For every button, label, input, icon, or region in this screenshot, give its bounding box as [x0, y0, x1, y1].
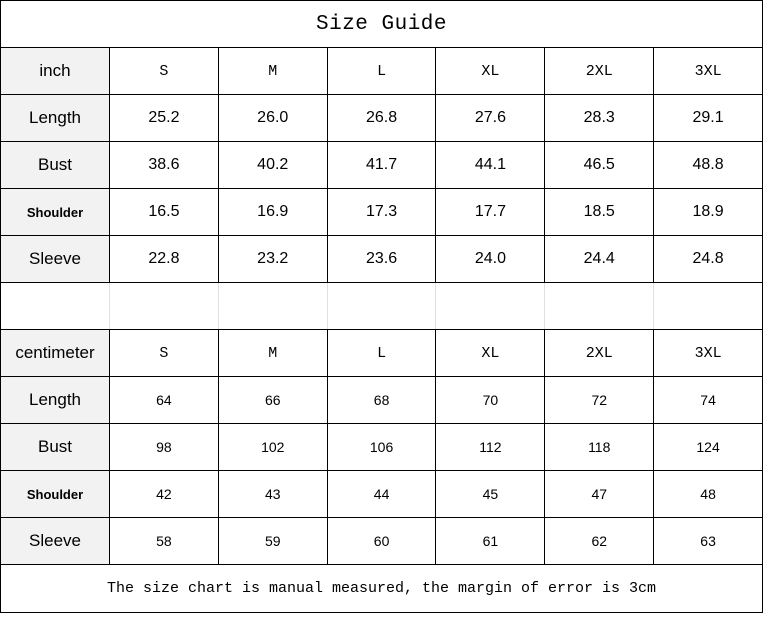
measurement-cell: 118	[544, 423, 655, 471]
table-row-bust: Bust 38.6 40.2 41.7 44.1 46.5 48.8	[0, 141, 763, 189]
measurement-cell: 23.2	[217, 235, 328, 283]
empty-cell	[544, 282, 655, 330]
unit-label: inch	[0, 47, 110, 95]
measurement-cell: 66	[217, 376, 328, 424]
size-header-3xl: 3XL	[653, 47, 763, 95]
measurement-cell: 41.7	[326, 141, 437, 189]
empty-cell	[0, 282, 110, 330]
row-label: Bust	[0, 141, 110, 189]
measurement-cell: 17.3	[326, 188, 437, 236]
measurement-cell: 16.9	[217, 188, 328, 236]
measurement-cell: 29.1	[653, 94, 763, 142]
measurement-cell: 18.9	[653, 188, 763, 236]
size-header-xl: XL	[435, 329, 546, 377]
table-row-shoulder: Shoulder 16.5 16.9 17.3 17.7 18.5 18.9	[0, 188, 763, 236]
inch-header-row: inch S M L XL 2XL 3XL	[0, 47, 763, 95]
measurement-cell: 98	[109, 423, 219, 471]
size-header-xl: XL	[435, 47, 546, 95]
measurement-cell: 72	[544, 376, 655, 424]
row-label: Shoulder	[0, 470, 110, 518]
measurement-cell: 44.1	[435, 141, 546, 189]
measurement-cell: 45	[435, 470, 546, 518]
measurement-cell: 17.7	[435, 188, 546, 236]
row-label: Bust	[0, 423, 110, 471]
table-row-shoulder: Shoulder 42 43 44 45 47 48	[0, 470, 763, 518]
row-label: Sleeve	[0, 235, 110, 283]
measurement-cell: 42	[109, 470, 219, 518]
size-header-m: M	[217, 329, 328, 377]
row-label: Sleeve	[0, 517, 110, 565]
size-header-s: S	[109, 329, 219, 377]
measurement-cell: 64	[109, 376, 219, 424]
measurement-cell: 58	[109, 517, 219, 565]
measurement-cell: 24.0	[435, 235, 546, 283]
measurement-cell: 61	[435, 517, 546, 565]
measurement-cell: 106	[326, 423, 437, 471]
size-header-l: L	[326, 329, 437, 377]
table-title: Size Guide	[0, 0, 763, 48]
unit-label: centimeter	[0, 329, 110, 377]
measurement-cell: 124	[653, 423, 763, 471]
measurement-cell: 63	[653, 517, 763, 565]
size-header-m: M	[217, 47, 328, 95]
measurement-cell: 48	[653, 470, 763, 518]
row-label: Length	[0, 376, 110, 424]
table-row-sleeve: Sleeve 58 59 60 61 62 63	[0, 517, 763, 565]
empty-cell	[653, 282, 763, 330]
centimeter-header-row: centimeter S M L XL 2XL 3XL	[0, 329, 763, 377]
measurement-cell: 44	[326, 470, 437, 518]
measurement-cell: 16.5	[109, 188, 219, 236]
measurement-cell: 68	[326, 376, 437, 424]
measurement-cell: 48.8	[653, 141, 763, 189]
measurement-cell: 60	[326, 517, 437, 565]
measurement-cell: 25.2	[109, 94, 219, 142]
measurement-cell: 26.8	[326, 94, 437, 142]
measurement-cell: 27.6	[435, 94, 546, 142]
size-header-s: S	[109, 47, 219, 95]
empty-cell	[217, 282, 328, 330]
size-header-2xl: 2XL	[544, 329, 655, 377]
row-label: Shoulder	[0, 188, 110, 236]
measurement-cell: 28.3	[544, 94, 655, 142]
table-row-bust: Bust 98 102 106 112 118 124	[0, 423, 763, 471]
empty-cell	[326, 282, 437, 330]
spacer-row	[0, 282, 763, 330]
measurement-cell: 26.0	[217, 94, 328, 142]
footer-note: The size chart is manual measured, the m…	[0, 564, 763, 613]
measurement-cell: 74	[653, 376, 763, 424]
measurement-cell: 18.5	[544, 188, 655, 236]
measurement-cell: 38.6	[109, 141, 219, 189]
title-row: Size Guide	[0, 0, 763, 48]
size-guide-table: Size Guide inch S M L XL 2XL 3XL Length 25.2 26.0…	[0, 0, 763, 613]
size-header-l: L	[326, 47, 437, 95]
measurement-cell: 112	[435, 423, 546, 471]
footer-row: The size chart is manual measured, the m…	[0, 564, 763, 613]
size-header-3xl: 3XL	[653, 329, 763, 377]
row-label: Length	[0, 94, 110, 142]
measurement-cell: 70	[435, 376, 546, 424]
measurement-cell: 46.5	[544, 141, 655, 189]
measurement-cell: 40.2	[217, 141, 328, 189]
size-header-2xl: 2XL	[544, 47, 655, 95]
measurement-cell: 62	[544, 517, 655, 565]
empty-cell	[435, 282, 546, 330]
table-row-length: Length 25.2 26.0 26.8 27.6 28.3 29.1	[0, 94, 763, 142]
table-row-length: Length 64 66 68 70 72 74	[0, 376, 763, 424]
empty-cell	[109, 282, 219, 330]
measurement-cell: 22.8	[109, 235, 219, 283]
measurement-cell: 24.4	[544, 235, 655, 283]
measurement-cell: 43	[217, 470, 328, 518]
table-row-sleeve: Sleeve 22.8 23.2 23.6 24.0 24.4 24.8	[0, 235, 763, 283]
measurement-cell: 24.8	[653, 235, 763, 283]
measurement-cell: 47	[544, 470, 655, 518]
measurement-cell: 102	[217, 423, 328, 471]
measurement-cell: 23.6	[326, 235, 437, 283]
measurement-cell: 59	[217, 517, 328, 565]
